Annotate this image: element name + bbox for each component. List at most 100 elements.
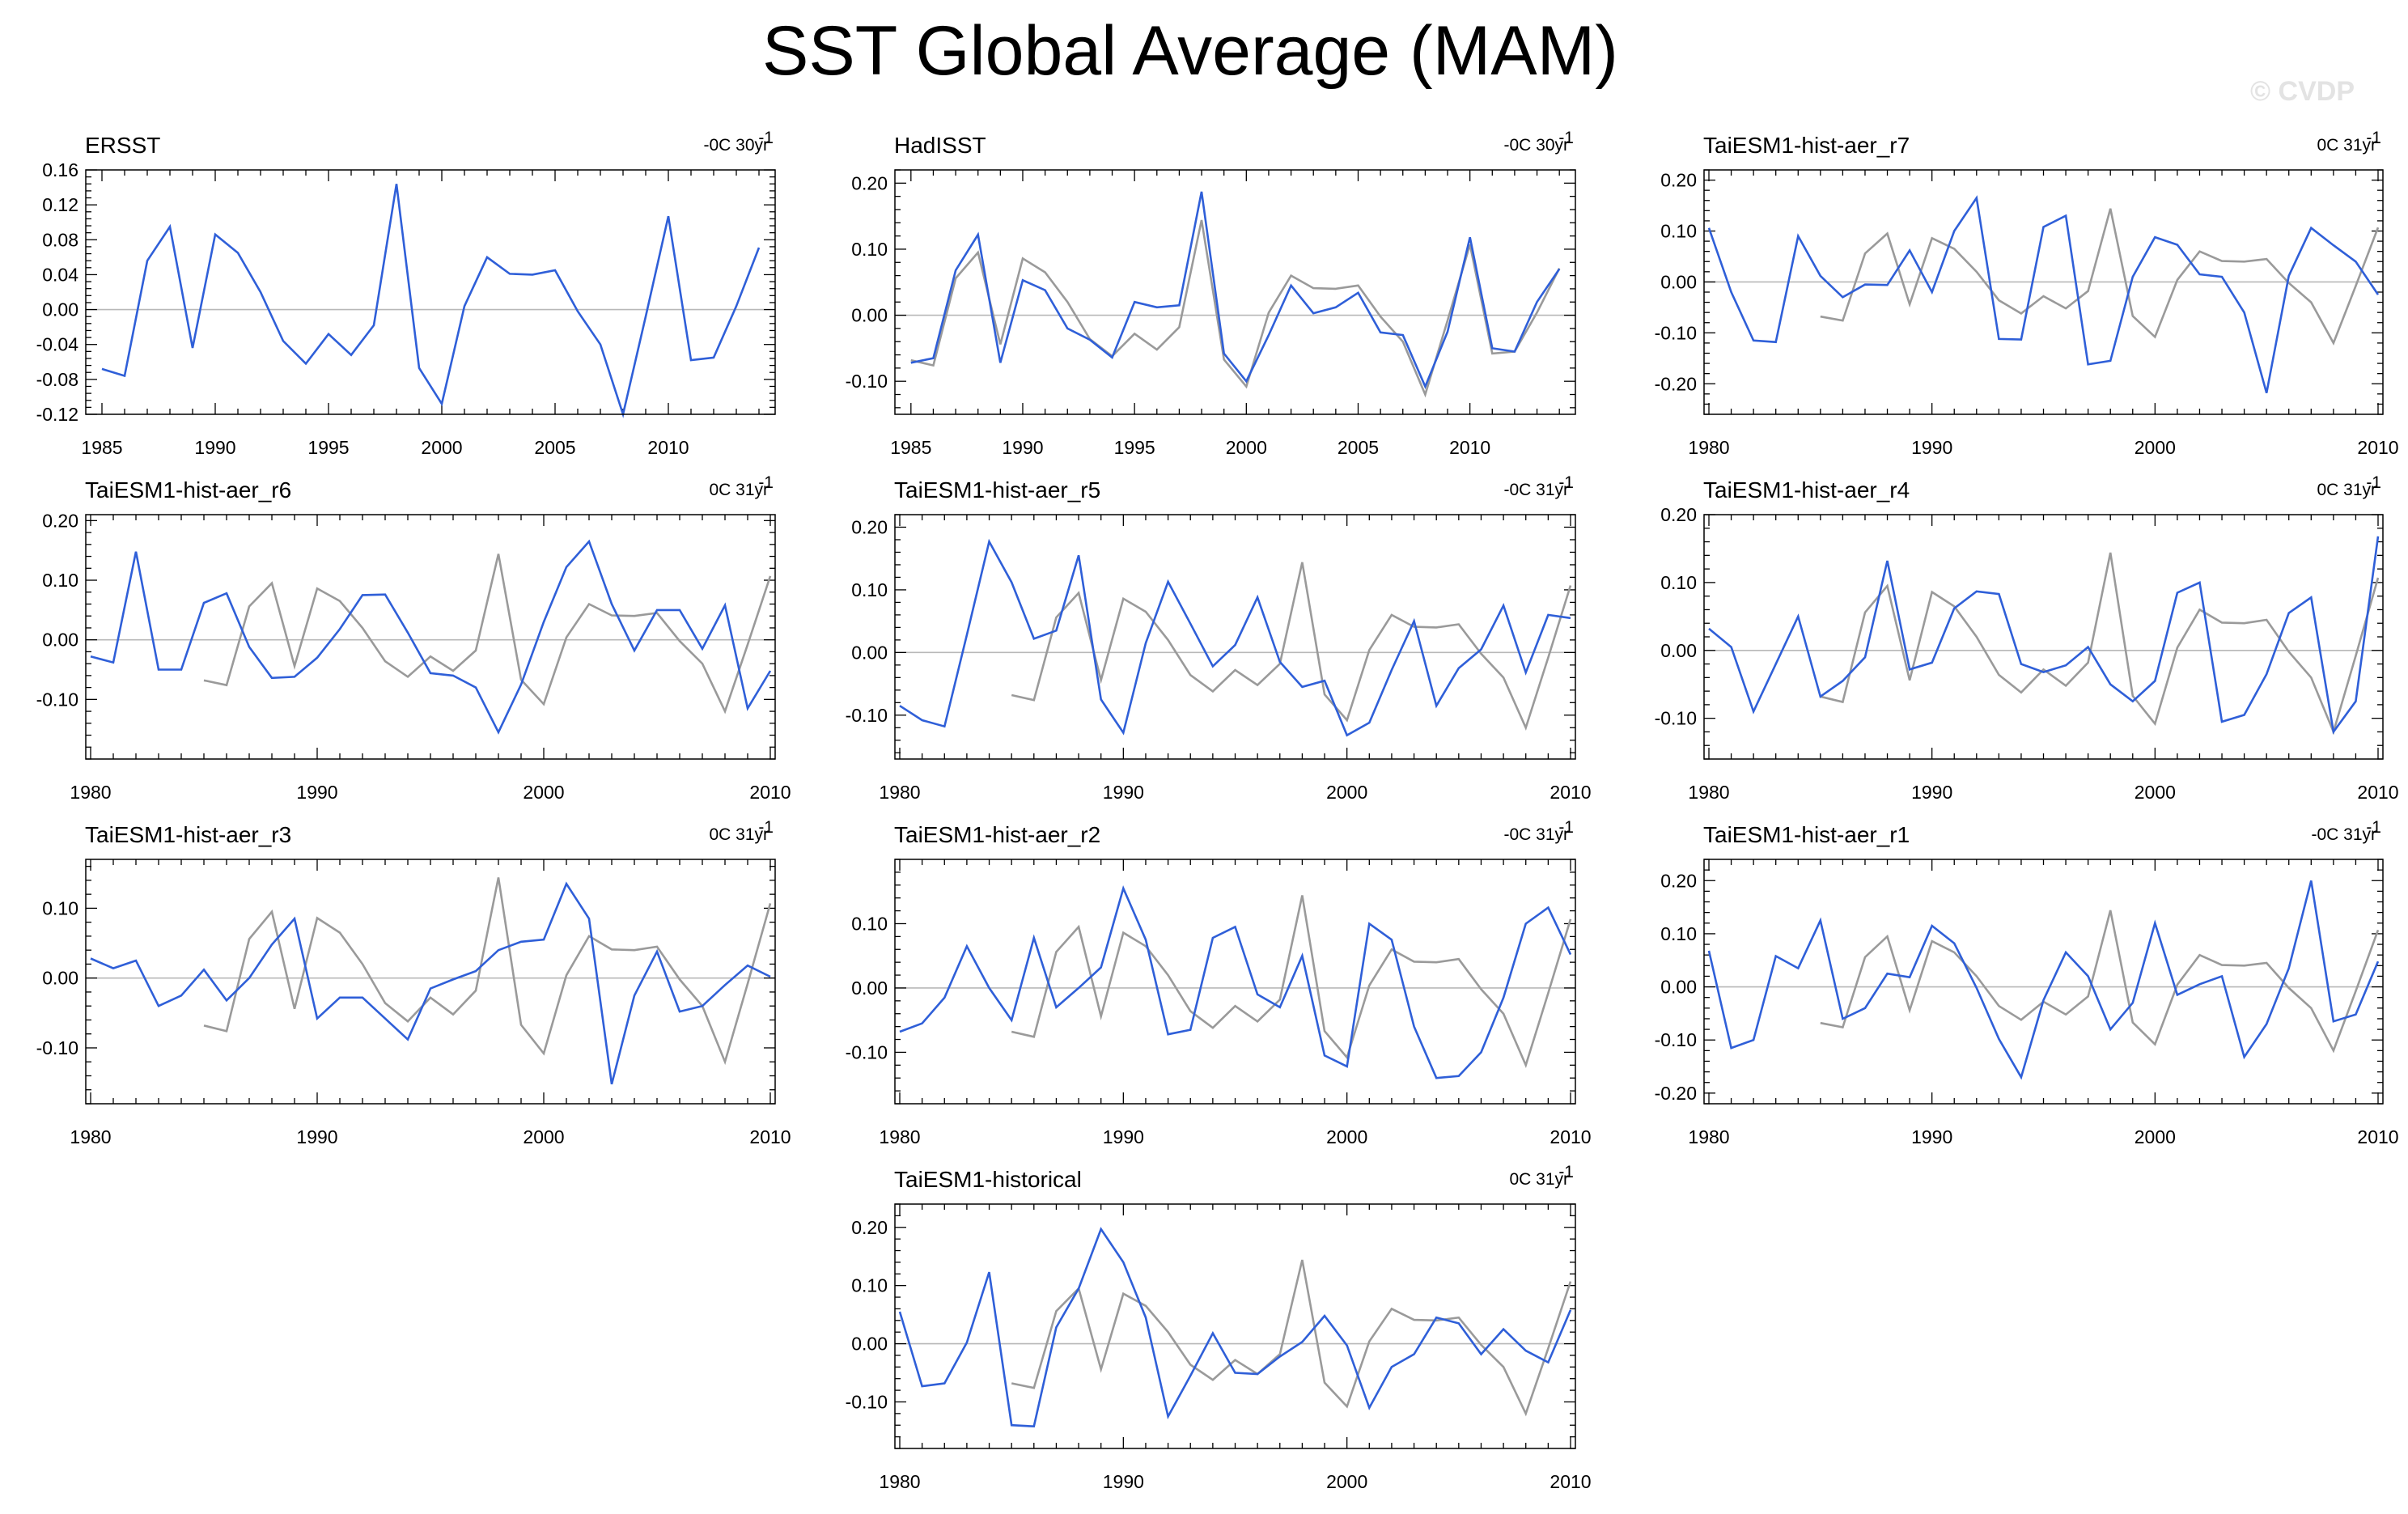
trend-label: 0C 31yr xyxy=(2317,136,2376,155)
observations-series-line xyxy=(203,877,772,1066)
y-tick-label: -0.10 xyxy=(846,1041,888,1062)
x-tick-label: 1980 xyxy=(879,782,920,803)
x-tick-label: 1990 xyxy=(1103,1126,1144,1147)
y-tick-label: 0.00 xyxy=(851,978,888,999)
panel-title: TaiESM1-hist-aer_r4 xyxy=(1703,477,1910,503)
plot-frame xyxy=(894,514,1576,760)
y-tick-label: 0.20 xyxy=(1660,870,1697,891)
trend-superscript: -1 xyxy=(758,818,774,837)
x-tick-label: 2010 xyxy=(2357,1126,2398,1147)
y-tick-label: -0.10 xyxy=(36,1037,78,1058)
y-tick-label: -0.10 xyxy=(36,689,78,710)
x-tick-label: 2000 xyxy=(421,437,462,458)
y-tick-label: 0.12 xyxy=(42,194,78,215)
trend-label: -0C 31yr xyxy=(1503,481,1569,499)
chart-panel: TaiESM1-historical 0C 31yr-1 -0.10 0.00 0.10… xyxy=(846,1163,1592,1492)
x-tick-label: 2000 xyxy=(2135,782,2176,803)
y-tick-label: -0.10 xyxy=(1655,708,1697,729)
x-tick-label: 1995 xyxy=(307,437,349,458)
panel-title: TaiESM1-hist-aer_r1 xyxy=(1703,822,1910,847)
plot-frame xyxy=(1703,859,2384,1105)
plot-frame xyxy=(1703,514,2384,760)
observations-series-line xyxy=(1820,552,2380,736)
x-tick-label: 1990 xyxy=(296,782,337,803)
trend-superscript: -1 xyxy=(758,129,774,147)
x-tick-label: 2010 xyxy=(749,1126,791,1147)
y-tick-label: -0.04 xyxy=(36,334,79,355)
y-tick-label: 0.10 xyxy=(42,897,78,918)
x-tick-label: 1980 xyxy=(1688,437,1729,458)
x-tick-label: 1985 xyxy=(890,437,931,458)
plot-frame xyxy=(85,514,776,760)
trend-superscript: -1 xyxy=(1558,129,1574,147)
y-tick-label: 0.08 xyxy=(42,229,78,250)
x-tick-label: 2005 xyxy=(534,437,575,458)
x-tick-label: 2000 xyxy=(1326,1471,1367,1492)
y-tick-label: -0.08 xyxy=(36,369,78,390)
y-tick-label: 0.00 xyxy=(1660,977,1697,998)
x-tick-label: 1980 xyxy=(1688,1126,1729,1147)
x-tick-label: 1980 xyxy=(879,1126,920,1147)
x-tick-label: 1990 xyxy=(1911,782,1952,803)
y-tick-label: 0.20 xyxy=(851,516,888,537)
y-tick-label: 0.10 xyxy=(851,239,888,260)
x-tick-label: 2005 xyxy=(1338,437,1379,458)
y-tick-label: -0.10 xyxy=(846,1391,888,1412)
trend-label: 0C 31yr xyxy=(1509,1170,1569,1189)
trend-superscript: -1 xyxy=(758,473,774,492)
y-tick-label: 0.10 xyxy=(42,570,78,591)
x-tick-label: 2000 xyxy=(1326,782,1367,803)
y-tick-label: 0.00 xyxy=(851,1334,888,1355)
y-tick-label: -0.12 xyxy=(36,404,78,425)
y-tick-label: 0.10 xyxy=(1660,572,1697,593)
model-series-line xyxy=(1708,536,2380,735)
panel-title: HadISST xyxy=(894,133,986,158)
x-tick-label: 1980 xyxy=(70,782,111,803)
model-series-line xyxy=(90,881,771,1085)
x-tick-label: 2000 xyxy=(2135,437,2176,458)
observations-series-line xyxy=(1011,1259,1572,1417)
trend-label: -0C 30yr xyxy=(703,136,769,155)
trend-superscript: -1 xyxy=(1558,1163,1574,1181)
x-tick-label: 2000 xyxy=(1326,1126,1367,1147)
x-tick-label: 1990 xyxy=(1911,437,1952,458)
trend-label: -0C 30yr xyxy=(1503,136,1569,155)
x-tick-label: 1980 xyxy=(879,1471,920,1492)
x-tick-label: 2000 xyxy=(2135,1126,2176,1147)
x-tick-label: 2010 xyxy=(647,437,689,458)
panel-title: TaiESM1-hist-aer_r7 xyxy=(1703,133,1910,158)
chart-panel: TaiESM1-hist-aer_r2 -0C 31yr-1 -0.10 0.00 0.… xyxy=(846,818,1592,1147)
panel-title: TaiESM1-hist-aer_r3 xyxy=(85,822,291,847)
y-tick-label: 0.00 xyxy=(42,630,78,651)
trend-superscript: -1 xyxy=(1558,818,1574,837)
y-tick-label: 0.00 xyxy=(1660,271,1697,292)
observations-series-line xyxy=(1820,910,2380,1054)
x-tick-label: 2010 xyxy=(1449,437,1490,458)
model-series-line xyxy=(899,884,1572,1079)
x-tick-label: 2000 xyxy=(523,782,564,803)
y-tick-label: -0.10 xyxy=(1655,322,1697,343)
x-tick-label: 2010 xyxy=(749,782,791,803)
panel-title: TaiESM1-hist-aer_r5 xyxy=(894,477,1100,503)
y-tick-label: 0.20 xyxy=(1660,170,1697,191)
plot-frame xyxy=(85,859,776,1105)
x-tick-label: 2010 xyxy=(1550,782,1591,803)
panel-title: ERSST xyxy=(85,133,160,158)
y-tick-label: -0.20 xyxy=(1655,1083,1697,1104)
plot-frame xyxy=(894,169,1576,415)
y-tick-label: 0.04 xyxy=(42,264,78,285)
trend-label: -0C 31yr xyxy=(2311,825,2376,844)
y-tick-label: 0.10 xyxy=(851,579,888,600)
x-tick-label: 2010 xyxy=(1550,1471,1591,1492)
y-tick-label: 0.16 xyxy=(42,159,78,180)
observations-series-line xyxy=(1011,562,1572,731)
y-tick-label: 0.00 xyxy=(851,305,888,326)
plot-frame xyxy=(1703,169,2384,415)
y-tick-label: 0.10 xyxy=(851,1275,888,1296)
y-tick-label: 0.00 xyxy=(42,299,78,320)
observations-series-line xyxy=(910,219,1561,398)
plot-frame xyxy=(894,1203,1576,1449)
y-tick-label: 0.20 xyxy=(42,510,78,531)
y-tick-label: -0.10 xyxy=(1655,1029,1697,1050)
